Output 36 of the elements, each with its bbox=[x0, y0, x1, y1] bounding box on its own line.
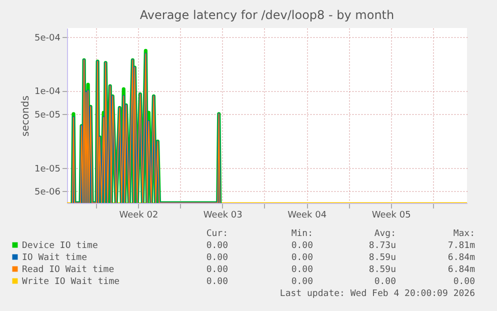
text: 0.00 bbox=[291, 253, 313, 263]
text: 0.00 bbox=[291, 265, 313, 275]
chart-title: Average latency for /dev/loop8 - by month bbox=[140, 8, 394, 22]
legend-label: Read IO Wait time bbox=[22, 265, 114, 275]
text: Min: bbox=[291, 229, 313, 239]
text: 8.59u bbox=[368, 265, 396, 275]
text: Max: bbox=[453, 229, 475, 239]
text: 0.00 bbox=[206, 241, 228, 251]
legend-label: Device IO time bbox=[22, 241, 98, 251]
y-tick-label: 5e-05 bbox=[34, 110, 60, 120]
text: 8.59u bbox=[368, 253, 396, 263]
text: 6.84m bbox=[448, 253, 475, 263]
text: 0.00 bbox=[453, 277, 475, 287]
text: 0.00 bbox=[206, 265, 228, 275]
legend-label: Write IO Wait time bbox=[22, 277, 120, 287]
text: 7.81m bbox=[448, 241, 475, 251]
y-tick-label: 5e-06 bbox=[34, 188, 61, 198]
x-tick-label: Week 03 bbox=[203, 210, 242, 220]
y-tick-label: 1e-05 bbox=[34, 164, 60, 174]
y-axis-title: seconds bbox=[20, 96, 32, 136]
text: 0.00 bbox=[206, 277, 228, 287]
text: Cur: bbox=[206, 229, 228, 239]
text: 0.00 bbox=[206, 253, 228, 263]
x-tick-label: Week 05 bbox=[372, 210, 411, 220]
text: 0.00 bbox=[291, 241, 313, 251]
text: 0.00 bbox=[374, 277, 396, 287]
text: Last update: Wed Feb 4 20:00:09 2026 bbox=[280, 289, 475, 299]
x-tick-label: Week 02 bbox=[119, 210, 158, 220]
text: Avg: bbox=[374, 229, 396, 239]
text: 8.73u bbox=[368, 241, 396, 251]
legend-label: IO Wait time bbox=[22, 253, 88, 263]
y-tick-label: 5e-04 bbox=[34, 33, 61, 44]
text: 6.84m bbox=[448, 265, 475, 275]
x-tick-label: Week 04 bbox=[288, 210, 327, 220]
y-tick-label: 1e-04 bbox=[34, 87, 61, 98]
text: 0.00 bbox=[291, 277, 313, 287]
